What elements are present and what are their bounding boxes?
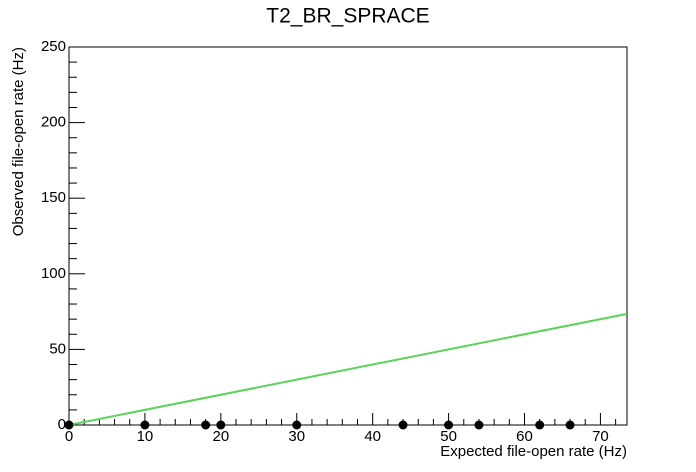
- y-axis-label: Observed file-open rate (Hz): [10, 47, 27, 236]
- data-point: [216, 420, 226, 430]
- plot-frame: [68, 46, 628, 426]
- y-tick-label: 50: [49, 340, 66, 357]
- x-tick-label: 30: [288, 428, 305, 445]
- data-point: [140, 420, 150, 430]
- x-tick-label: 0: [65, 428, 73, 445]
- data-point: [398, 420, 408, 430]
- x-tick-label: 70: [592, 428, 609, 445]
- data-point: [201, 420, 211, 430]
- data-point: [474, 420, 484, 430]
- data-point: [565, 420, 575, 430]
- reference-line: [68, 312, 628, 426]
- data-point: [292, 420, 302, 430]
- x-tick-label: 10: [137, 428, 154, 445]
- x-tick-label: 20: [212, 428, 229, 445]
- x-axis-label: Expected file-open rate (Hz): [440, 443, 627, 460]
- y-tick-label: 100: [41, 265, 66, 282]
- y-tick-label: 0: [58, 416, 66, 433]
- data-point: [444, 420, 454, 430]
- x-tick-label: 60: [516, 428, 533, 445]
- y-tick-label: 150: [41, 189, 66, 206]
- y-tick-label: 250: [41, 38, 66, 55]
- data-point: [535, 420, 545, 430]
- x-tick-label: 40: [364, 428, 381, 445]
- y-tick-label: 200: [41, 114, 66, 131]
- chart-title: T2_BR_SPRACE: [266, 5, 429, 28]
- x-tick-label: 50: [440, 428, 457, 445]
- data-point: [64, 420, 74, 430]
